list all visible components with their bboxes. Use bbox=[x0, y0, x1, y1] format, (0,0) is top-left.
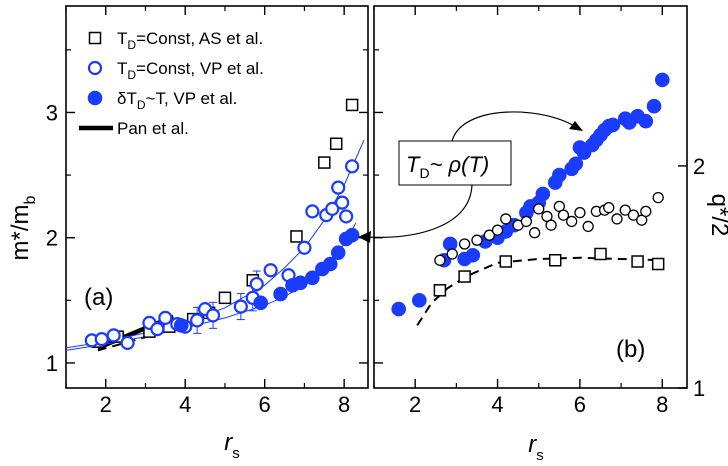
panel-b-series-1-point bbox=[583, 221, 593, 231]
legend-a-item-0-marker bbox=[90, 33, 101, 44]
panel-b-series-0-point bbox=[553, 168, 567, 182]
panel-b-series-1-point bbox=[653, 193, 663, 203]
panel-b-ytick-label: 2 bbox=[693, 154, 705, 179]
annotation-arrow-b bbox=[452, 112, 576, 141]
panel-b-series-2-point bbox=[632, 256, 643, 267]
panel-a-series-1-point bbox=[306, 205, 318, 217]
panel-a-xtick-label: 8 bbox=[338, 392, 350, 417]
panel-b-series-1-point bbox=[604, 203, 614, 213]
panel-b-series-1-point bbox=[435, 255, 445, 265]
legend-a-item-0-label: TD=Const, AS et al. bbox=[117, 29, 263, 52]
panel-b-series-0-point bbox=[466, 248, 480, 262]
annotation-text: TD~ ρ(T) bbox=[406, 152, 489, 181]
panel-b-series-1-point bbox=[567, 216, 577, 226]
panel-a-series-1-point bbox=[332, 182, 344, 194]
panel-a-series-2-point bbox=[254, 296, 268, 310]
panel-b-series-1-point bbox=[546, 220, 556, 230]
panel-a-series-2-point bbox=[331, 246, 345, 260]
legend-a-item-2-label: δTD~T, VP et al. bbox=[117, 89, 237, 112]
panel-a-series-1-point bbox=[265, 264, 277, 276]
panel-b-series-2-point bbox=[595, 248, 606, 259]
panel-b-series-0-point bbox=[536, 187, 550, 201]
panel-a-ytick-label: 1 bbox=[46, 351, 58, 376]
panel-b-series-0-point bbox=[655, 73, 669, 87]
panel-b-series-2-point bbox=[653, 259, 664, 270]
panel-b-series-1-point bbox=[447, 249, 457, 259]
panel-a-xtick-label: 4 bbox=[179, 392, 191, 417]
panel-a-series-0-point bbox=[331, 138, 342, 149]
legend-a-item-2-marker bbox=[88, 91, 102, 105]
panel-a-series-0-point bbox=[291, 231, 302, 242]
panel-b-series-1-point bbox=[521, 216, 531, 226]
panel-b-series-1-point bbox=[641, 206, 651, 216]
panel-b-series-0-point bbox=[647, 99, 661, 113]
panel-label-a: (a) bbox=[84, 284, 113, 311]
panel-b-xtick-label: 6 bbox=[574, 392, 586, 417]
panel-b-series-0-point bbox=[413, 294, 427, 308]
ylabel-b: q*/2 bbox=[706, 194, 728, 237]
panel-b-frame bbox=[374, 6, 687, 388]
panel-a-series-0-point bbox=[219, 292, 230, 303]
panel-b-series-1-point bbox=[530, 228, 540, 238]
panel-label-b: (b) bbox=[616, 336, 645, 363]
panel-b-series-1-point bbox=[534, 204, 544, 214]
panel-a-series-1-point bbox=[96, 333, 108, 345]
panel-b-xtick-label: 2 bbox=[409, 392, 421, 417]
panel-a-series-1-point bbox=[191, 314, 203, 326]
panel-b: 2 4 6 81 2 bbox=[374, 6, 705, 417]
panel-b-series-1-point bbox=[472, 235, 482, 245]
panel-b-xtick-label: 8 bbox=[656, 392, 668, 417]
panel-a-series-1-point bbox=[122, 337, 134, 349]
ylabel-a: m*/mb bbox=[7, 195, 39, 260]
panel-a-series-0-point bbox=[319, 157, 330, 168]
panel-a-series-1-point bbox=[251, 278, 263, 290]
panel-a-series-1-point bbox=[336, 197, 348, 209]
panel-a-xtick-label: 6 bbox=[259, 392, 271, 417]
xlabel-a: rs bbox=[224, 429, 240, 462]
xlabel-b: rs bbox=[528, 431, 544, 464]
panel-a-series-2-point bbox=[274, 287, 288, 301]
panel-a-series-1-point bbox=[340, 210, 352, 222]
panel-b-series-2-point bbox=[434, 285, 445, 296]
legend-a-item-1-marker bbox=[89, 62, 101, 74]
panel-a-series-1-point bbox=[159, 312, 171, 324]
panel-b-series-0-point bbox=[639, 114, 653, 128]
panel-b-series-2-point bbox=[459, 271, 470, 282]
panel-b-series-0-point bbox=[606, 118, 620, 132]
panel-a-series-1-point bbox=[108, 329, 120, 341]
annotation-arrowhead-a bbox=[358, 231, 371, 243]
panel-b-series-1-point bbox=[501, 214, 511, 224]
panel-a-ytick-label: 3 bbox=[46, 100, 58, 125]
panel-a-series-0-point bbox=[347, 99, 358, 110]
panel-b-series-2-point bbox=[500, 256, 511, 267]
panel-a-xtick-label: 2 bbox=[100, 392, 112, 417]
panel-b-series-0-point bbox=[569, 157, 583, 171]
panel-b-series-1-point bbox=[612, 214, 622, 224]
annotation-arrowhead-b bbox=[569, 121, 583, 131]
panel-a-series-1-point bbox=[235, 301, 247, 313]
panel-b-xtick-label: 4 bbox=[491, 392, 503, 417]
panel-a-ytick-label: 2 bbox=[46, 226, 58, 251]
annotation-arrow-a bbox=[365, 185, 472, 237]
panel-a-series-1-point bbox=[151, 323, 163, 335]
legend-a-item-3-label: Pan et al. bbox=[117, 119, 189, 138]
panel-a-series-1-point bbox=[298, 242, 310, 254]
panel-a-series-2-point bbox=[174, 319, 188, 333]
panel-b-series-1-point bbox=[460, 239, 470, 249]
panel-a-series-1-point bbox=[346, 160, 358, 172]
panel-a-series-1-point bbox=[207, 309, 219, 321]
panel-b-series-2-point bbox=[550, 255, 561, 266]
panel-a-series-2-point bbox=[345, 228, 359, 242]
panel-b-series-3-line bbox=[417, 258, 662, 326]
panel-b-ytick-label: 1 bbox=[693, 376, 705, 401]
panel-b-series-1-point bbox=[575, 208, 585, 218]
panel-b-series-0-point bbox=[392, 302, 406, 316]
legend-a-item-1-label: TD=Const, VP et al. bbox=[117, 59, 264, 82]
legend-a: TD=Const, AS et al. TD=Const, VP et al. δT… bbox=[79, 29, 264, 138]
panel-b-series-1-point bbox=[493, 225, 503, 235]
